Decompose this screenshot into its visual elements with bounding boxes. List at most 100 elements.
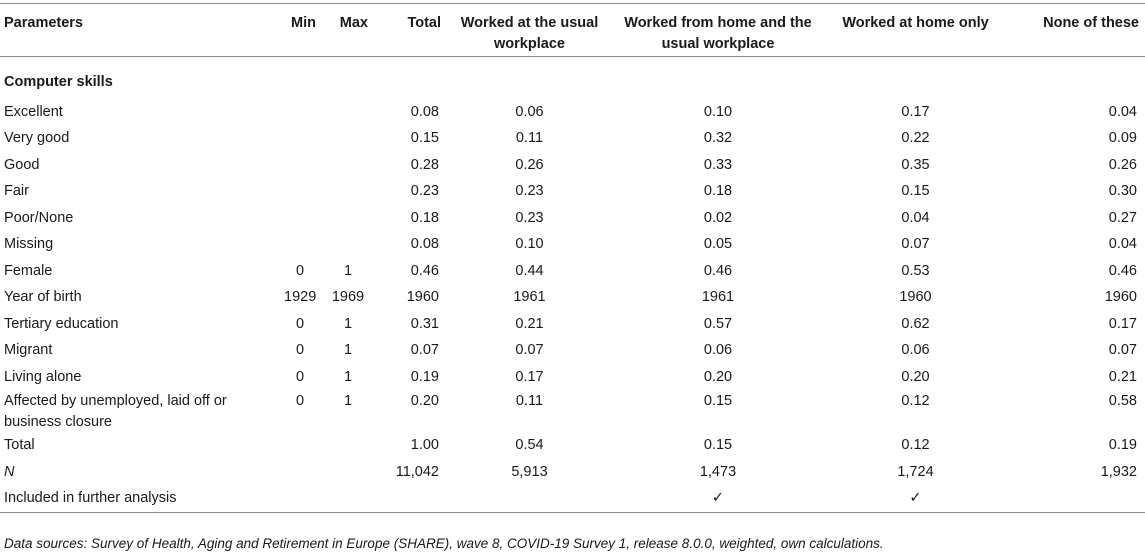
cell-worked-home-usual: 0.46 [703,262,733,279]
cell-worked-home-only: 0.12 [901,392,930,409]
cell-worked-usual: 0.26 [515,156,544,173]
header-max: Max [322,3,374,57]
header-parameters: Parameters [0,3,278,57]
row-label: Migrant [4,342,53,359]
cell-max: 1 [343,368,353,385]
cell-worked-home-usual: 0.05 [703,236,733,253]
cell-worked-home-usual: 0.15 [703,392,733,409]
cell-max [322,485,374,513]
cell-worked-usual: 0.23 [515,183,544,200]
cell-max: 1 [343,315,353,332]
cell-worked-home-only: 0.06 [901,342,930,359]
row-label: Year of birth [4,289,82,306]
cell-none: 0.26 [1108,156,1137,173]
cell-worked-home-only: 0.17 [901,103,930,120]
cell-max [322,126,374,153]
cell-worked-home-usual: 0.18 [703,183,733,200]
cell-worked-usual: 0.17 [515,368,544,385]
cell-worked-home-usual: 0.32 [703,130,733,147]
cell-worked-home-only: 0.62 [901,315,930,332]
cell-total: 0.18 [410,209,439,226]
cell-worked-home-only: 0.22 [901,130,930,147]
cell-worked-home-usual: 1,473 [699,463,737,480]
table-row: Total 1.00 0.54 0.15 0.12 0.19 [0,433,1145,460]
cell-max [322,232,374,259]
table-row: Affected by unemployed, laid off or busi… [0,391,1145,433]
cell-worked-usual: 0.23 [515,209,544,226]
cell-worked-home-only: 0.20 [901,368,930,385]
cell-worked-usual: 0.11 [515,130,544,147]
table-row: Very good 0.15 0.11 0.32 0.22 0.09 [0,126,1145,153]
cell-min [278,99,322,126]
cell-worked-home-only: 0.35 [901,156,930,173]
table-body: Computer skills Excellent 0.08 0.06 0.10 0.1… [0,57,1145,513]
cell-none: 0.04 [1108,103,1137,120]
cell-min [278,179,322,206]
cell-worked-home-usual: 0.10 [703,103,733,120]
cell-min: 0 [295,392,305,409]
table-row: Fair 0.23 0.23 0.18 0.15 0.30 [0,179,1145,206]
cell-worked-home-usual: 0.20 [703,368,733,385]
table-row: Tertiary education 0 1 0.31 0.21 0.57 0.62 0.17 [0,311,1145,338]
cell-total: 11,042 [395,463,439,480]
cell-worked-home-usual: 0.33 [703,156,733,173]
header-worked-home-usual: Worked from home and the usual workplace [612,3,824,57]
cell-min [278,126,322,153]
cell-total: 0.19 [410,368,439,385]
cell-max [322,205,374,232]
table-row: Migrant 0 1 0.07 0.07 0.06 0.06 0.07 [0,338,1145,365]
cell-worked-home-only: ✓ [824,485,1007,513]
row-label: N [4,463,15,480]
cell-worked-home-usual: 0.02 [703,209,733,226]
cell-max: 1969 [331,289,365,306]
cell-none: 0.30 [1108,183,1137,200]
cell-total: 0.20 [410,392,439,409]
cell-min: 0 [295,262,305,279]
row-label: Affected by unemployed, laid off or busi… [4,392,227,430]
cell-max [322,152,374,179]
cell-worked-home-only: 0.04 [901,209,930,226]
cell-max: 1 [343,262,353,279]
cell-none: 1,932 [1100,463,1137,480]
cell-total: 0.28 [410,156,439,173]
cell-worked-home-usual: 0.06 [703,342,733,359]
cell-total: 1960 [406,289,439,306]
cell-worked-usual: 0.10 [515,236,544,253]
cell-min: 0 [295,342,305,359]
cell-worked-home-only: 1,724 [897,463,934,480]
cell-total [374,485,447,513]
cell-none: 0.19 [1108,437,1137,454]
table-row: Good 0.28 0.26 0.33 0.35 0.26 [0,152,1145,179]
header-total: Total [374,3,447,57]
cell-worked-home-usual: ✓ [612,485,824,513]
row-label: Included in further analysis [0,485,278,513]
cell-none: 0.46 [1108,262,1137,279]
cell-total: 0.07 [410,342,439,359]
cell-total: 1.00 [410,437,439,454]
row-label: Tertiary education [4,315,119,332]
cell-total: 0.15 [410,130,439,147]
cell-max [322,179,374,206]
cell-min [278,152,322,179]
header-worked-usual: Worked at the usual workplace [447,3,612,57]
cell-none [1007,485,1145,513]
cell-min [278,232,322,259]
cell-none: 0.09 [1108,130,1137,147]
table-row: Year of birth 1929 1969 1960 1961 1961 1960 196… [0,285,1145,312]
cell-worked-home-only: 0.07 [901,236,930,253]
row-label: Good [4,156,40,173]
cell-total: 0.31 [410,315,439,332]
cell-total: 0.08 [410,236,439,253]
header-row: Parameters Min Max Total Worked at the u… [0,3,1145,57]
header-worked-home-only: Worked at home only [824,3,1007,57]
cell-min: 0 [295,315,305,332]
cell-worked-usual: 0.44 [515,262,544,279]
cell-min: 1929 [284,289,317,306]
cell-min [278,485,322,513]
cell-worked-usual: 0.54 [515,437,544,454]
row-label: Living alone [4,368,82,385]
table-row: N 11,042 5,913 1,473 1,724 1,932 [0,459,1145,486]
cell-max: 1 [343,392,353,409]
header-min: Min [278,3,322,57]
cell-worked-usual [447,485,612,513]
